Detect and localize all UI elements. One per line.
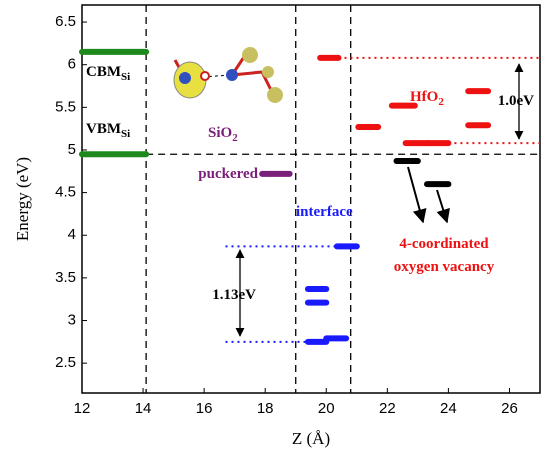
- annotation-text: interface: [296, 204, 353, 220]
- x-tick-label: 22: [379, 400, 396, 417]
- x-tick-label: 26: [501, 400, 518, 417]
- y-axis-label: Energy (eV): [13, 157, 32, 241]
- y-tick-label: 4: [68, 226, 76, 243]
- annotation-text: 4-coordinated: [399, 236, 489, 252]
- y-tick-label: 6.5: [55, 13, 76, 30]
- annotation: puckered: [198, 166, 258, 182]
- annotation-subscript: Si: [121, 128, 130, 140]
- annotation: interface: [296, 204, 353, 220]
- annotation-subscript: 2: [232, 132, 238, 144]
- annotation: 1.13eV: [212, 287, 256, 303]
- annotation: VBMSi: [86, 121, 130, 139]
- y-tick-label: 3.5: [55, 269, 76, 286]
- chart: 2.533.544.555.566.51214161820222426Z (Å)…: [0, 0, 542, 454]
- annotation-text: SiO: [208, 125, 232, 141]
- annotation: HfO2: [410, 89, 444, 107]
- annotation-text: 1.13eV: [212, 287, 256, 303]
- annotation-text: 1.0eV: [498, 93, 534, 109]
- annotation-text: oxygen vacancy: [394, 259, 495, 275]
- x-tick-label: 24: [440, 400, 457, 417]
- annotation-text: VBM: [86, 121, 121, 137]
- x-tick-label: 20: [318, 400, 335, 417]
- annotation: 4-coordinated: [399, 236, 489, 252]
- annotation-text: CBM: [86, 64, 121, 80]
- y-tick-label: 3: [68, 311, 76, 328]
- annotation-text: puckered: [198, 166, 258, 182]
- annotation-subscript: 2: [438, 96, 444, 108]
- annotation: SiO2: [208, 125, 238, 143]
- annotation: oxygen vacancy: [394, 259, 495, 275]
- y-tick-label: 5: [68, 141, 76, 158]
- x-tick-label: 16: [196, 400, 213, 417]
- plot-frame: [82, 5, 540, 393]
- x-tick-label: 12: [74, 400, 91, 417]
- annotation: 1.0eV: [498, 93, 534, 109]
- arrows: [240, 64, 519, 336]
- annotation-subscript: Si: [121, 71, 130, 83]
- x-axis-label: Z (Å): [292, 429, 330, 448]
- y-tick-label: 6: [68, 56, 76, 73]
- molecule-sketch: [174, 47, 283, 103]
- y-tick-label: 4.5: [55, 184, 76, 201]
- annotation-text: HfO: [410, 89, 438, 105]
- y-tick-label: 5.5: [55, 98, 76, 115]
- x-tick-label: 14: [135, 400, 152, 417]
- annotation: CBMSi: [86, 64, 130, 82]
- x-tick-label: 18: [257, 400, 274, 417]
- y-tick-label: 2.5: [55, 354, 76, 371]
